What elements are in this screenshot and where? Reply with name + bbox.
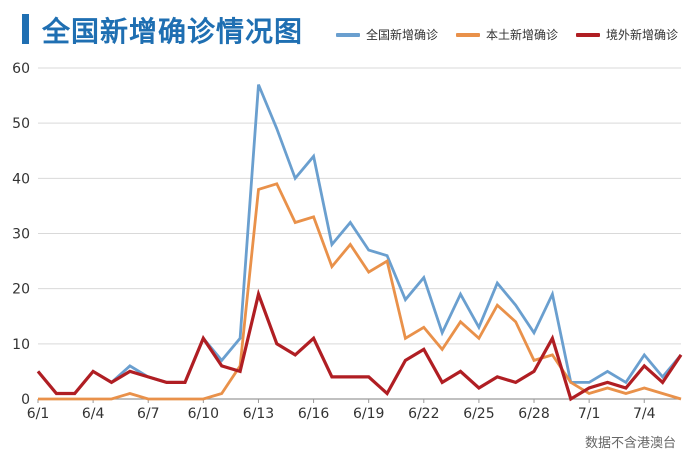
axes: 0 10 20 30 40 50 60 6/1 6/4 6/7 6/10 6/13 6/16 6/19 6/… — [12, 61, 681, 422]
legend-label-national: 全国新增确诊 — [365, 28, 438, 42]
legend-item-imported: 境外新增确诊 — [575, 26, 678, 43]
x-tick-label: 6/10 — [188, 406, 219, 422]
legend-item-local: 本土新增确诊 — [455, 26, 558, 43]
x-tick-label: 7/1 — [578, 406, 601, 422]
series-line-local — [38, 182, 682, 401]
x-tick-label: 6/13 — [243, 406, 274, 422]
x-tick-label: 6/16 — [298, 406, 330, 422]
source-note: 数据不含港澳台 — [584, 436, 676, 451]
chart-title: 全国新增确诊情况图 — [42, 15, 304, 48]
x-tick-label: 6/1 — [27, 406, 50, 422]
x-tick-label: 6/19 — [353, 406, 384, 422]
legend-swatch-imported — [575, 32, 600, 37]
x-tick-label: 6/28 — [518, 406, 549, 422]
y-tick-label: 50 — [12, 116, 30, 132]
legend-swatch-local — [455, 32, 480, 37]
y-tick-label: 10 — [12, 337, 30, 353]
legend-item-national: 全国新增确诊 — [335, 26, 438, 43]
title-accent-bar — [22, 14, 29, 44]
y-tick-label: 0 — [21, 392, 30, 408]
series-line-national — [36, 84, 683, 395]
x-tick-label: 6/25 — [463, 406, 494, 422]
x-tick-label: 6/7 — [137, 406, 160, 422]
x-tick-label: 6/4 — [82, 406, 105, 422]
legend-label-imported: 境外新增确诊 — [605, 28, 678, 42]
y-tick-label: 40 — [12, 171, 30, 187]
legend: 全国新增确诊 本土新增确诊 境外新增确诊 — [335, 26, 678, 43]
legend-label-local: 本土新增确诊 — [485, 28, 558, 42]
y-tick-label: 20 — [12, 282, 30, 298]
gridlines — [38, 67, 681, 345]
legend-swatch-national — [335, 32, 360, 37]
series-lines — [36, 84, 683, 402]
series-line-imported — [36, 288, 683, 402]
y-tick-label: 60 — [12, 61, 30, 77]
x-tick-label: 6/22 — [408, 406, 439, 422]
y-tick-label: 30 — [12, 227, 30, 243]
x-tick-label: 7/4 — [633, 406, 656, 422]
